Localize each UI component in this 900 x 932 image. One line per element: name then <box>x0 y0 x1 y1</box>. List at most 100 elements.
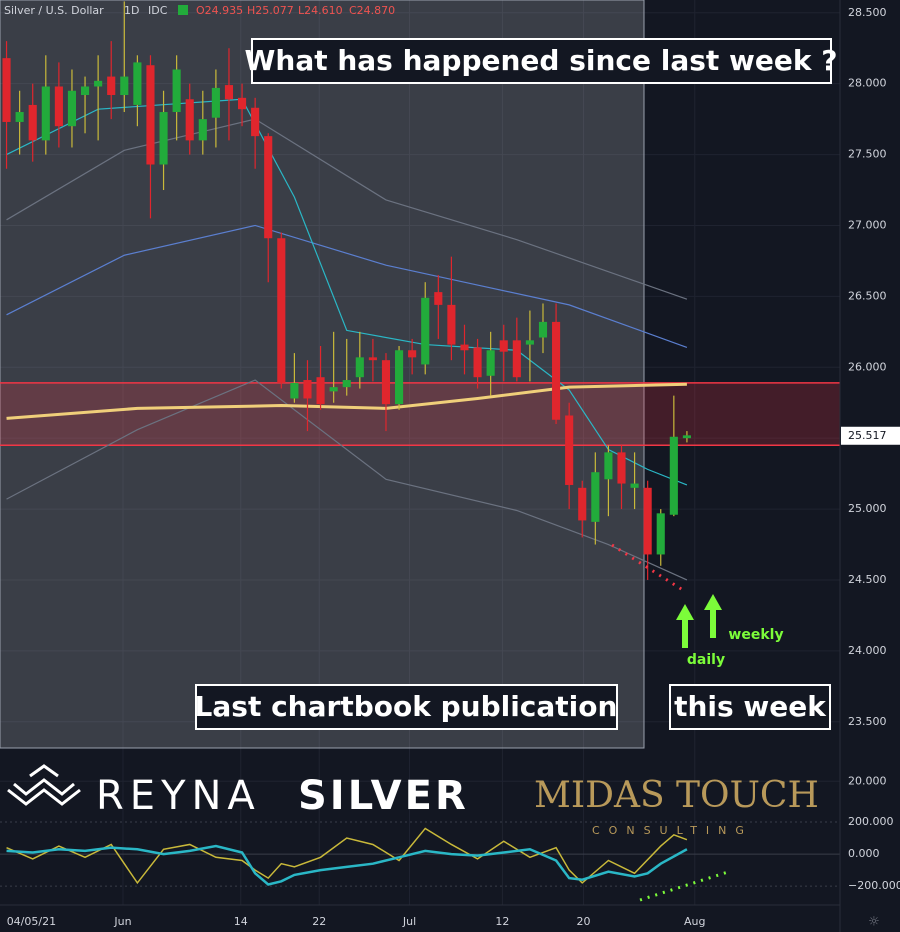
candle-body <box>525 340 534 345</box>
candle-body <box>434 292 443 305</box>
y-tick-label: 25.000 <box>848 502 887 515</box>
candle-body <box>565 415 574 485</box>
x-tick-label: Jul <box>402 915 416 928</box>
level-zone <box>0 382 840 446</box>
candle-body <box>251 107 260 137</box>
candle-body <box>224 85 234 100</box>
ohlc-value: L24.610 <box>298 4 343 17</box>
indicator-line <box>6 118 688 300</box>
last-price: 25.517 <box>848 429 887 442</box>
candle-body <box>421 297 430 365</box>
candle-body <box>381 360 391 405</box>
arrow-weekly <box>704 594 722 638</box>
candle-body <box>408 350 417 358</box>
question-box <box>251 38 832 84</box>
osc-tick-label: 0.000 <box>848 847 880 860</box>
candle-body <box>107 76 116 96</box>
candle-body <box>67 90 77 127</box>
candle-body <box>277 238 286 383</box>
candle-body <box>368 357 377 361</box>
candle-body <box>290 382 299 399</box>
interval: 1D <box>124 4 139 17</box>
ohlc-value: C24.870 <box>349 4 395 17</box>
candle-body <box>41 86 50 141</box>
reyna-logo <box>7 764 81 806</box>
candle-body <box>669 436 678 515</box>
candle-body <box>94 80 103 87</box>
ohlc-value: O24.935 <box>196 4 243 17</box>
y-tick-label: 27.500 <box>848 148 887 161</box>
candle-body <box>538 321 548 338</box>
candle-body <box>512 340 521 378</box>
candle-body <box>316 377 325 405</box>
x-tick-label: 20 <box>577 915 591 928</box>
candle-body <box>172 69 181 113</box>
candle-body <box>656 513 665 555</box>
x-tick-label: Jun <box>113 915 131 928</box>
y-tick-label: 24.500 <box>848 573 887 586</box>
ohlc-value: H25.077 <box>247 4 294 17</box>
settings-icon[interactable]: ☼ <box>868 915 880 930</box>
candle-body <box>2 58 11 122</box>
candle-body <box>120 76 129 96</box>
support-trend <box>611 543 687 594</box>
candle-body <box>159 112 168 165</box>
header: Silver / U.S. Dollar 1D IDC <box>4 4 188 17</box>
publication-period <box>0 0 645 749</box>
publication-box <box>195 684 618 730</box>
y-tick-label: 28.500 <box>848 6 887 19</box>
indicator-line <box>6 224 688 348</box>
logo-silver: SILVER <box>298 773 469 819</box>
y-tick-label: 23.500 <box>848 715 887 728</box>
this-week-box <box>669 684 831 730</box>
this-week-label: this week <box>674 690 827 723</box>
arrow-daily <box>676 604 694 648</box>
y-tick-label: 28.000 <box>848 77 887 90</box>
candle-body <box>591 472 600 522</box>
candle-body <box>682 435 691 439</box>
candle-body <box>395 350 404 405</box>
y-tick-label: 27.000 <box>848 218 887 231</box>
candle-body <box>355 357 364 378</box>
y-tick-label: 26.000 <box>848 360 887 373</box>
logo-reyna: REYNA <box>96 773 261 819</box>
x-tick-label: 22 <box>312 915 326 928</box>
indicator-line <box>6 844 688 886</box>
candle-body <box>578 487 587 521</box>
candle-body <box>211 87 220 118</box>
daily-label: daily <box>687 652 725 668</box>
osc-tick-label: 200.000 <box>848 815 894 828</box>
x-tick-label: Aug <box>684 915 705 928</box>
candle-body <box>264 136 273 239</box>
plot <box>0 1 840 886</box>
candle-body <box>460 344 469 351</box>
candle-body <box>238 97 247 110</box>
candle-body <box>15 112 24 122</box>
logo-midas: MIDAS TOUCH <box>534 775 819 816</box>
x-tick-label: 14 <box>234 915 248 928</box>
candle-body <box>630 483 639 488</box>
x-tick-label: 12 <box>495 915 509 928</box>
y-tick-label: 26.500 <box>848 289 887 302</box>
candle-body <box>342 380 351 388</box>
osc-tick-label: −200.000 <box>848 879 900 892</box>
last-price-box <box>841 426 900 445</box>
logo-consulting: CONSULTING <box>592 824 753 837</box>
candle-body <box>486 350 495 376</box>
indicator-line <box>6 827 688 885</box>
x-tick-label: 04/05/21 <box>7 915 56 928</box>
candle-body <box>198 119 207 141</box>
publication-label: Last chartbook publication <box>195 690 618 723</box>
weekly-label: weekly <box>728 627 783 643</box>
pane2-tick-label: 20.000 <box>848 774 887 787</box>
question: What has happened since last week ? <box>245 44 838 77</box>
candle-body <box>54 86 63 127</box>
candle-body <box>499 340 508 352</box>
candle-body <box>617 452 626 484</box>
candle-body <box>146 65 155 165</box>
candle-body <box>329 387 338 392</box>
status-icon <box>178 5 188 15</box>
candle-body <box>133 62 142 105</box>
candle-body <box>552 321 561 420</box>
